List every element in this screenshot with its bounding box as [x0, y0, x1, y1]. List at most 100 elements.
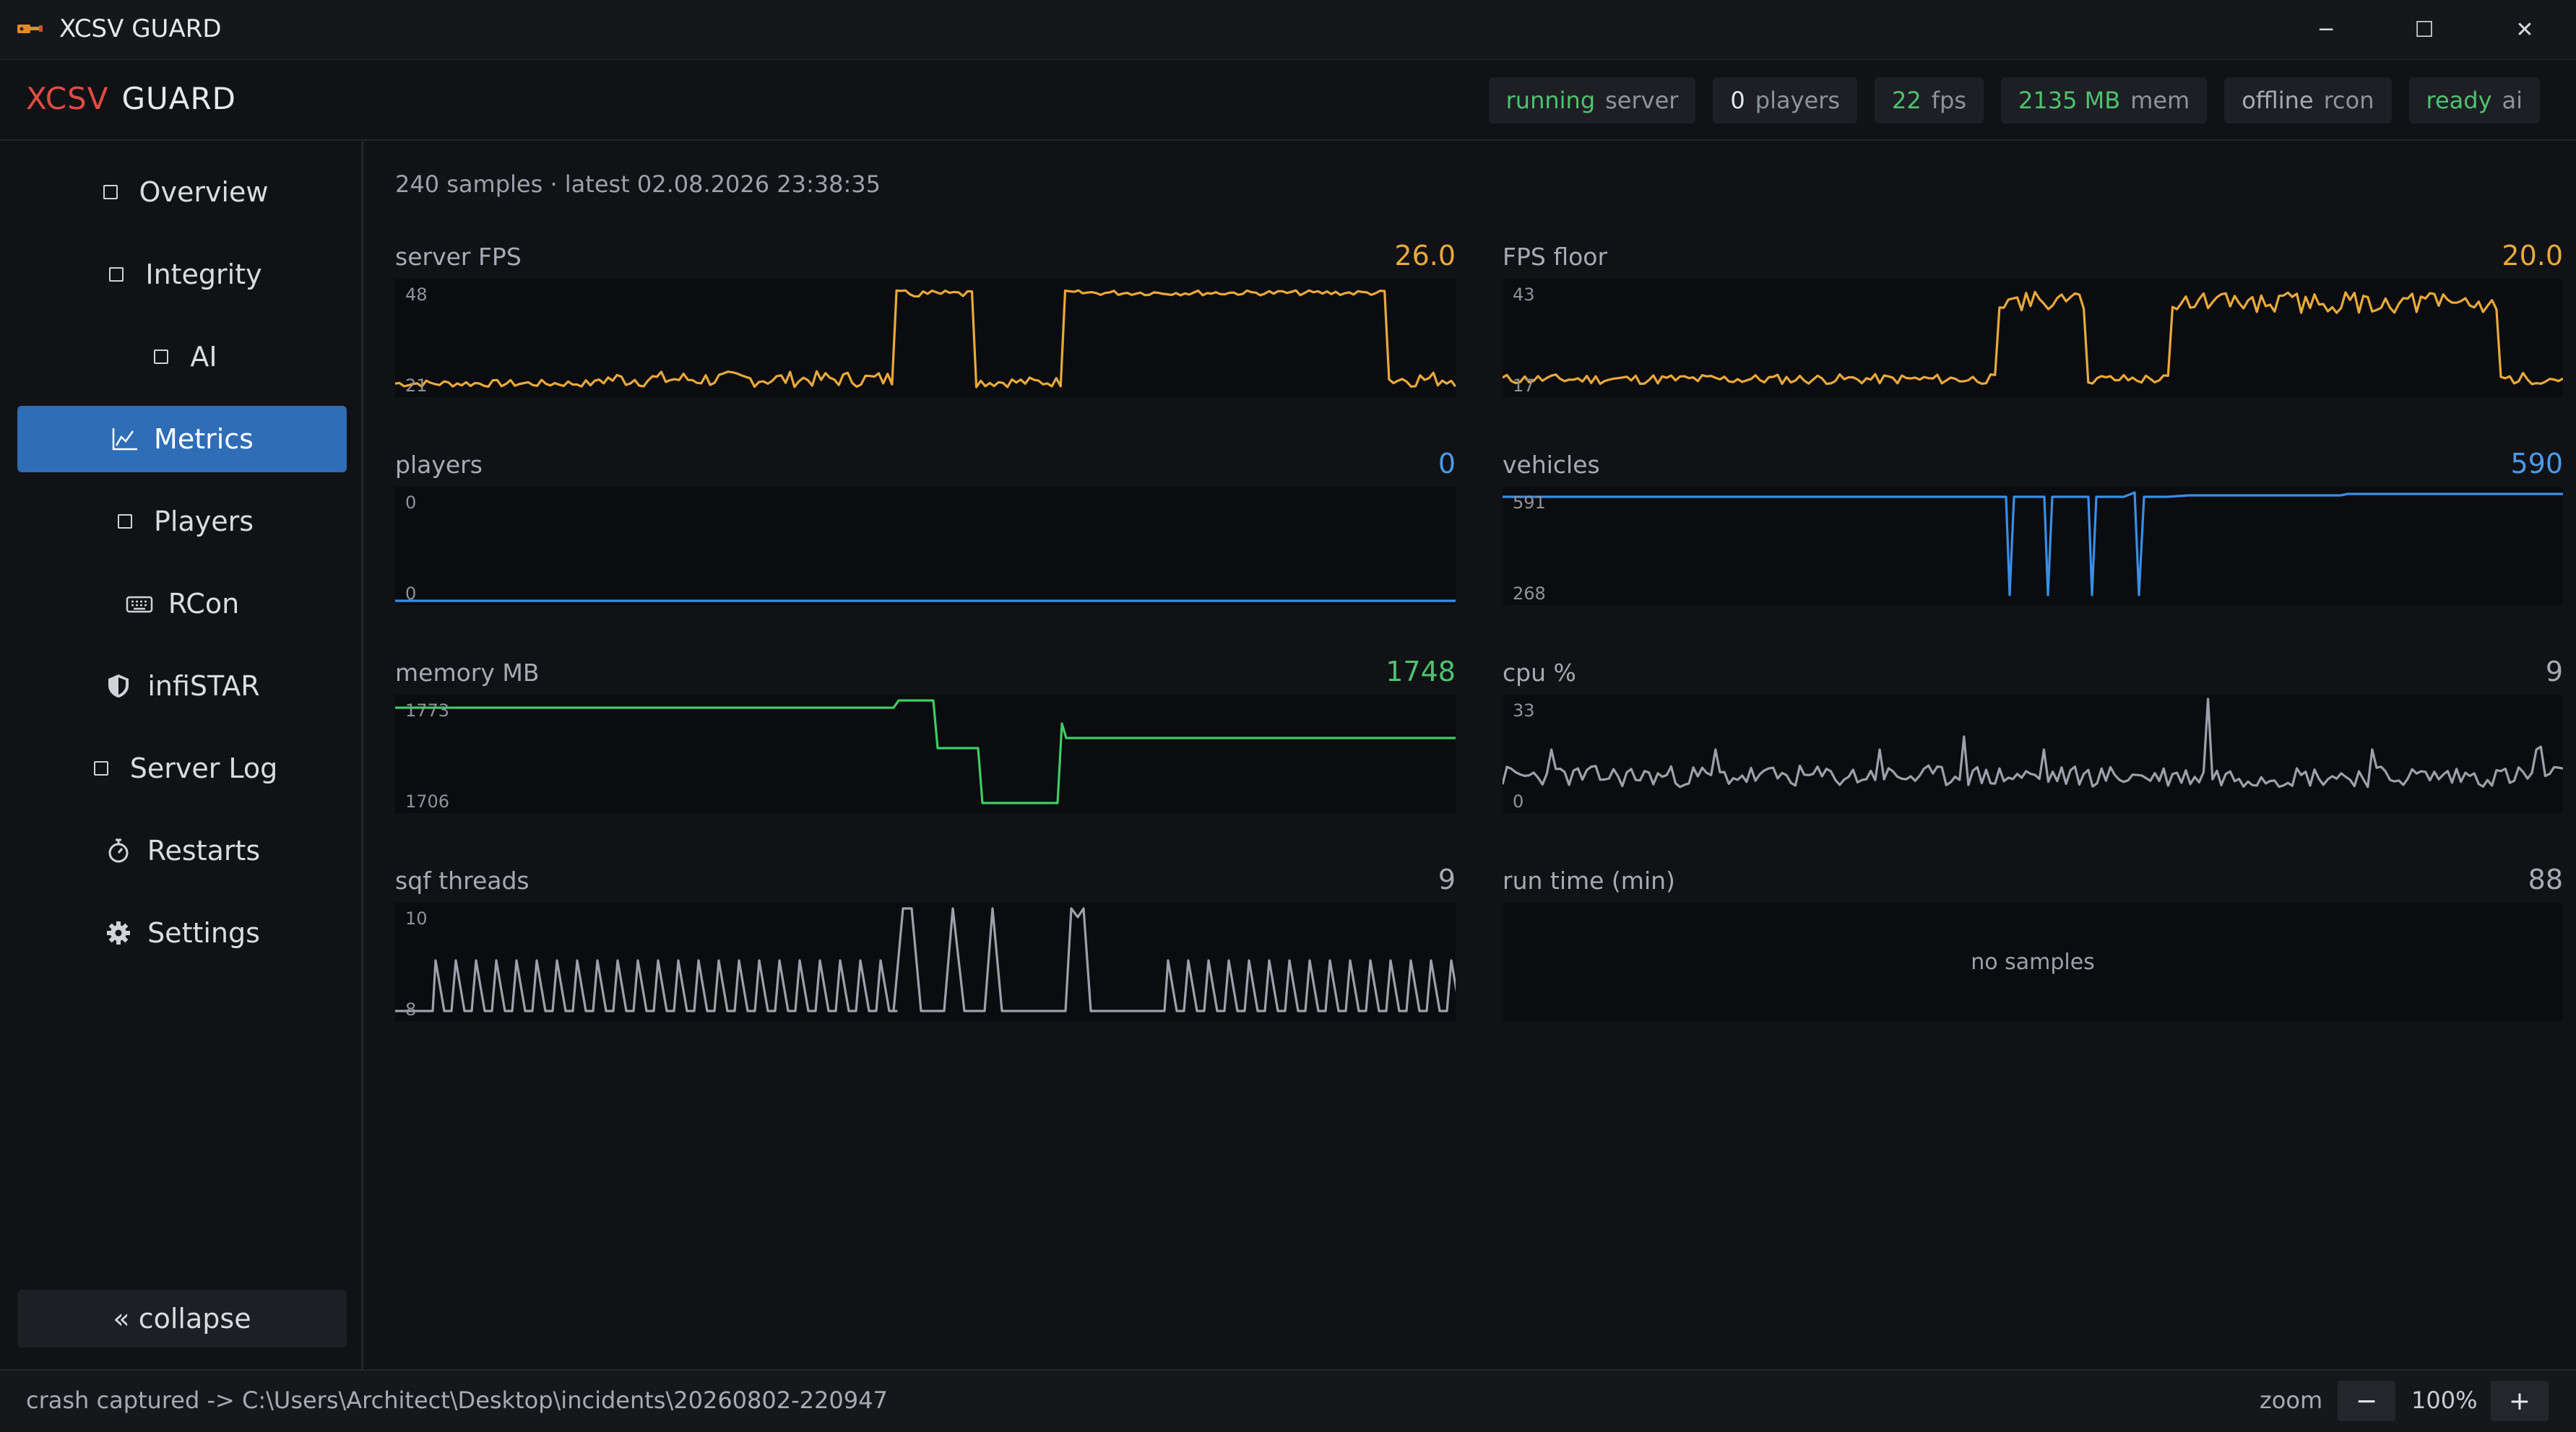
zoom-in-button[interactable]: +	[2491, 1381, 2549, 1421]
minimize-button[interactable]: ─	[2277, 0, 2375, 59]
metric-card-cpu: cpu % 9 33 0	[1503, 656, 2563, 813]
status-pill-value: 22	[1892, 87, 1922, 114]
metric-series-line	[395, 699, 1456, 804]
collapse-button[interactable]: « collapse	[17, 1290, 347, 1348]
status-pill-players: 0 players	[1713, 77, 1858, 123]
y-axis-min-label: 0	[405, 583, 417, 604]
metric-plot: 33 0	[1503, 695, 2563, 813]
metric-value: 26.0	[1394, 240, 1456, 272]
y-axis-max-label: 1773	[405, 700, 450, 721]
status-pill-key: ai	[2502, 87, 2523, 114]
metric-series-line	[1503, 290, 2563, 386]
square-icon	[96, 178, 125, 207]
metric-label: server FPS	[395, 243, 522, 271]
keyboard-icon	[125, 589, 154, 618]
status-pill-server: running server	[1488, 77, 1696, 123]
sidebar-item-ai[interactable]: AI	[17, 324, 347, 390]
sidebar-item-infistar[interactable]: infiSTAR	[17, 653, 347, 719]
metric-label: players	[395, 451, 483, 479]
metric-sparkline	[395, 699, 1456, 804]
metric-card-server-fps: server FPS 26.0 48 21	[395, 240, 1456, 397]
gear-icon	[104, 919, 133, 947]
window-title: XCSV GUARD	[59, 14, 222, 43]
y-axis-max-label: 33	[1513, 700, 1535, 721]
close-icon: ✕	[2515, 17, 2534, 43]
y-axis-max-label: 10	[405, 908, 428, 929]
sidebar-item-rcon[interactable]: RCon	[17, 570, 347, 637]
y-axis-min-label: 1706	[405, 791, 450, 812]
metric-series-line	[395, 907, 1456, 1012]
y-axis-max-label: 0	[405, 492, 417, 513]
status-pill-fps: 22 fps	[1875, 77, 1984, 123]
metric-series-line	[1503, 491, 2563, 596]
y-axis-max-label: 591	[1513, 492, 1546, 513]
metric-label: sqf threads	[395, 867, 530, 895]
metric-card-fps-floor: FPS floor 20.0 43 17	[1503, 240, 2563, 397]
status-pill-key: server	[1605, 87, 1679, 114]
metric-sparkline	[1503, 290, 2563, 386]
metric-label: vehicles	[1503, 451, 1600, 479]
zoom-out-button[interactable]: −	[2338, 1381, 2395, 1421]
sidebar-item-label: Integrity	[145, 259, 262, 290]
metric-value: 88	[2528, 864, 2563, 895]
status-pill-key: players	[1755, 87, 1841, 114]
metric-sparkline	[395, 907, 1456, 1012]
y-axis-max-label: 48	[405, 285, 428, 305]
sidebar-item-label: Overview	[139, 176, 269, 208]
sidebar-item-server-log[interactable]: Server Log	[17, 735, 347, 802]
maximize-icon: ☐	[2414, 17, 2434, 43]
sidebar-item-integrity[interactable]: Integrity	[17, 241, 347, 308]
sidebar-item-label: infiSTAR	[147, 670, 260, 702]
y-axis-min-label: 0	[1513, 791, 1524, 812]
metric-plot: 1773 1706	[395, 695, 1456, 813]
app-logo-icon	[16, 19, 45, 39]
metric-sparkline	[395, 599, 1456, 602]
close-button[interactable]: ✕	[2473, 0, 2576, 59]
status-pill-key: rcon	[2323, 87, 2374, 114]
status-pill-value: 0	[1730, 87, 1745, 114]
status-pill-value: offline	[2242, 87, 2314, 114]
sidebar-item-settings[interactable]: Settings	[17, 900, 347, 966]
status-pill-key: fps	[1931, 87, 1967, 114]
zoom-value: 100%	[2411, 1387, 2478, 1414]
sidebar-item-label: Metrics	[154, 423, 254, 455]
shield-icon	[104, 672, 133, 700]
sidebar-item-players[interactable]: Players	[17, 488, 347, 555]
sidebar-item-label: Settings	[147, 917, 260, 949]
status-pill-key: mem	[2130, 87, 2190, 114]
status-pill-value: ready	[2426, 87, 2492, 114]
brand-part2: GUARD	[121, 81, 236, 116]
app-header: XCSV GUARD running server 0 players 22 fps 2135…	[0, 60, 2576, 141]
no-samples-label: no samples	[1971, 949, 2095, 975]
metric-plot: 10 8	[395, 903, 1456, 1021]
metric-sparkline	[1503, 698, 2563, 789]
sidebar: Overview Integrity AI Metrics Players RCon inf…	[0, 142, 363, 1369]
sidebar-item-metrics[interactable]: Metrics	[17, 406, 347, 472]
metric-card-sqf-threads: sqf threads 9 10 8	[395, 864, 1456, 1021]
metric-value: 9	[1438, 864, 1456, 895]
metric-card-memory-mb: memory MB 1748 1773 1706	[395, 656, 1456, 813]
metric-card-run-time-min: run time (min) 88 no samples	[1503, 864, 2563, 1021]
maximize-button[interactable]: ☐	[2375, 0, 2473, 59]
metrics-panel: 240 samples · latest 02.08.2026 23:38:35…	[363, 142, 2576, 1369]
y-axis-min-label: 21	[405, 376, 428, 396]
samples-info: 240 samples · latest 02.08.2026 23:38:35	[395, 170, 881, 198]
sidebar-item-restarts[interactable]: Restarts	[17, 817, 347, 884]
brand-part1: XCSV	[26, 81, 109, 116]
chart-icon	[111, 425, 139, 454]
metric-plot: 591 268	[1503, 487, 2563, 605]
metric-plot: 48 21	[395, 279, 1456, 397]
status-bar: crash captured -> C:\Users\Architect\Des…	[0, 1369, 2576, 1432]
brand-logo: XCSV GUARD	[26, 79, 236, 119]
y-axis-max-label: 43	[1513, 285, 1535, 305]
sidebar-item-label: Server Log	[129, 752, 278, 784]
y-axis-min-label: 17	[1513, 376, 1535, 396]
metric-value: 9	[2545, 656, 2563, 687]
square-icon	[147, 342, 176, 371]
sidebar-item-overview[interactable]: Overview	[17, 159, 347, 225]
square-icon	[87, 754, 116, 783]
metric-card-players: players 0 0 0	[395, 448, 1456, 605]
status-pill-value: running	[1505, 87, 1596, 114]
metric-sparkline	[395, 289, 1456, 389]
